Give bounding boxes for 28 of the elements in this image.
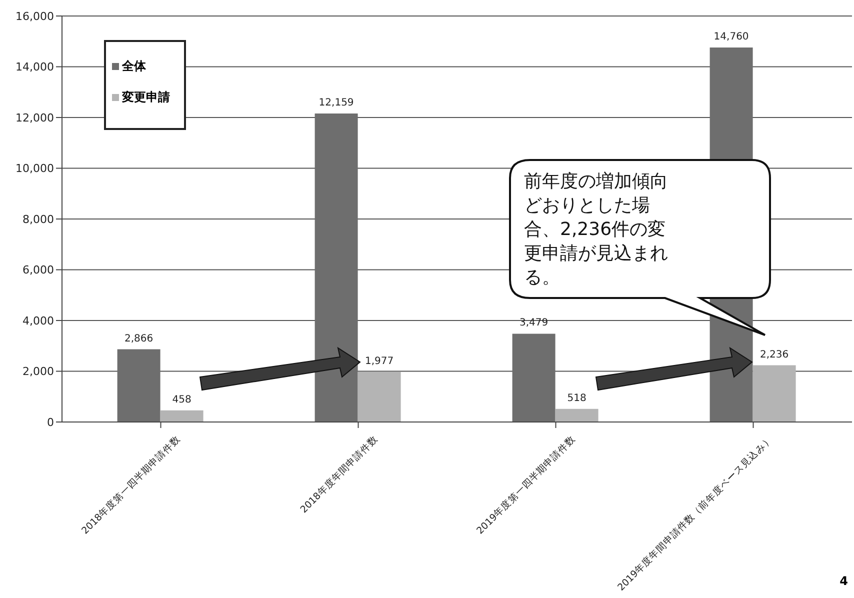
text: 4	[840, 574, 848, 588]
y-tick-label: 14,000	[16, 60, 54, 74]
data-label: 2,236	[760, 349, 789, 360]
data-label: 3,479	[519, 318, 548, 329]
bar	[555, 408, 598, 422]
data-label: 14,760	[714, 31, 749, 42]
bar	[314, 113, 358, 422]
y-tick-label: 12,000	[16, 111, 54, 124]
y-tick-label: 16,000	[16, 10, 54, 23]
legend-label: 全体	[121, 58, 147, 75]
y-tick-label: 6,000	[22, 264, 54, 277]
bar	[512, 334, 556, 422]
bar	[358, 372, 401, 422]
y-tick-label: 8,000	[22, 212, 54, 226]
bar	[160, 410, 204, 422]
annotation: 前年度の増加傾向どおりとした場合、2,236件の変更申請が見込まれる。	[524, 170, 669, 290]
y-tick-label: 10,000	[16, 162, 54, 176]
data-label: 12,159	[318, 97, 354, 108]
data-label: 518	[567, 392, 586, 404]
bar	[752, 365, 796, 422]
data-label: 1,977	[364, 356, 394, 367]
y-tick-label: 0	[47, 416, 54, 429]
y-tick-label: 2,000	[22, 365, 54, 378]
legend-label: 変更申請	[121, 89, 170, 106]
data-label: 458	[172, 394, 192, 406]
y-tick-label: 4,000	[22, 314, 54, 328]
data-label: 2,866	[124, 333, 154, 344]
bar	[117, 349, 160, 422]
